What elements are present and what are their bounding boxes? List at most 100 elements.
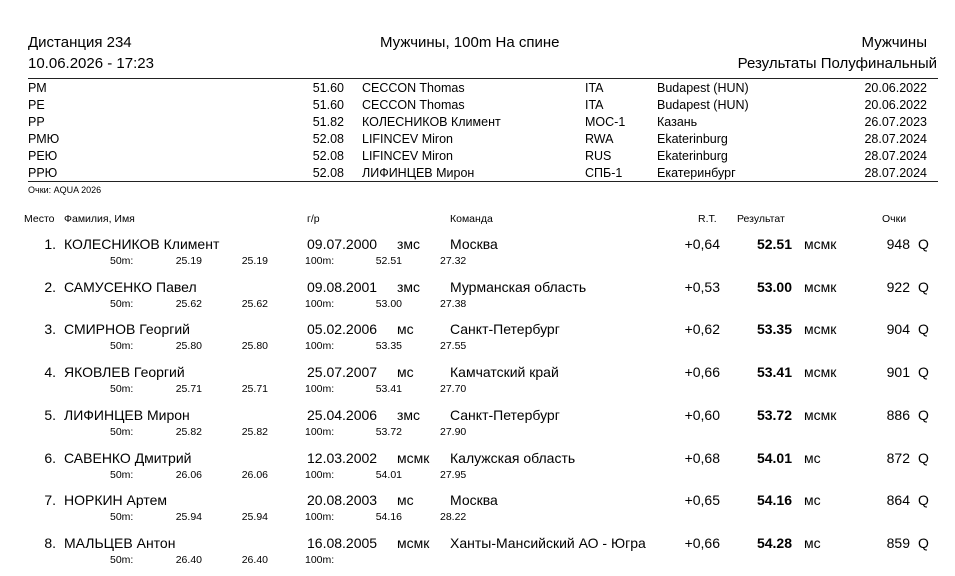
result-rank2: мс bbox=[804, 534, 821, 551]
record-time: 51.60 bbox=[312, 98, 344, 112]
result-rank: мс bbox=[397, 492, 414, 509]
split-s50_label: 50m: bbox=[110, 383, 134, 396]
result-rt: +0,53 bbox=[684, 278, 720, 295]
record-time: 51.60 bbox=[312, 81, 344, 95]
result-name: САВЕНКО Дмитрий bbox=[64, 449, 192, 466]
result-points: 922 bbox=[886, 278, 910, 295]
result-rank: мс bbox=[397, 321, 414, 338]
result-team: Санкт-Петербург bbox=[450, 321, 560, 338]
split-s100a: 53.41 bbox=[375, 383, 402, 396]
header-divider bbox=[28, 78, 938, 79]
round-label: Результаты Полуфинальный bbox=[737, 55, 937, 72]
split-s100a: 53.72 bbox=[375, 425, 402, 438]
result-pos: 3. bbox=[44, 321, 56, 338]
record-place: Ekaterinburg bbox=[657, 149, 728, 163]
col-team: Команда bbox=[450, 213, 493, 225]
result-birth: 09.08.2001 bbox=[307, 278, 378, 295]
result-rank2: мсмк bbox=[804, 321, 837, 338]
result-birth: 12.03.2002 bbox=[307, 449, 378, 466]
split-s50b: 26.40 bbox=[241, 553, 268, 566]
result-rank: мс bbox=[397, 364, 414, 381]
record-place: Budapest (HUN) bbox=[657, 81, 749, 95]
split-s100b: 28.22 bbox=[440, 511, 467, 524]
record-nat: ITA bbox=[585, 98, 604, 112]
split-s100_label: 100m: bbox=[305, 297, 335, 310]
record-name: CECCON Thomas bbox=[362, 98, 465, 112]
result-team: Камчатский край bbox=[450, 364, 559, 381]
result-result: 54.28 bbox=[756, 534, 792, 551]
record-time: 52.08 bbox=[312, 166, 344, 180]
split-s50b: 26.06 bbox=[241, 468, 268, 481]
record-date: 26.07.2023 bbox=[864, 115, 927, 129]
split-s50b: 25.80 bbox=[241, 340, 268, 353]
record-nat: RWA bbox=[585, 132, 614, 146]
result-rank: мсмк bbox=[397, 534, 430, 551]
split-s50_label: 50m: bbox=[110, 553, 134, 566]
record-code: РРЮ bbox=[28, 166, 58, 180]
split-s100b: 27.32 bbox=[440, 255, 467, 267]
result-rank2: мс bbox=[804, 449, 821, 466]
result-result: 53.00 bbox=[756, 278, 792, 295]
record-time: 52.08 bbox=[312, 149, 344, 163]
result-pos: 7. bbox=[44, 492, 56, 509]
record-name: LIFINCEV Miron bbox=[362, 132, 453, 146]
record-date: 28.07.2024 bbox=[864, 132, 927, 146]
result-points: 872 bbox=[886, 449, 910, 466]
split-s50a: 25.71 bbox=[175, 383, 202, 396]
split-s50_label: 50m: bbox=[110, 425, 134, 438]
split-s50a: 25.82 bbox=[175, 425, 202, 438]
result-birth: 16.08.2005 bbox=[307, 534, 378, 551]
result-rank2: мсмк bbox=[804, 278, 837, 295]
record-code: РМ bbox=[28, 81, 47, 95]
split-s50a: 26.06 bbox=[175, 468, 202, 481]
event-title: Мужчины, 100m На спине bbox=[380, 34, 560, 51]
result-birth: 25.07.2007 bbox=[307, 364, 378, 381]
split-s100_label: 100m: bbox=[305, 340, 335, 353]
split-s50b: 25.71 bbox=[241, 383, 268, 396]
result-team: Мурманская область bbox=[450, 278, 587, 295]
result-team: Калужская область bbox=[450, 449, 576, 466]
result-q: Q bbox=[918, 321, 929, 338]
split-s50b: 25.82 bbox=[241, 425, 268, 438]
split-s100_label: 100m: bbox=[305, 383, 335, 396]
record-name: КОЛЕСНИКОВ Климент bbox=[362, 115, 501, 129]
result-result: 52.51 bbox=[756, 236, 792, 252]
split-s100_label: 100m: bbox=[305, 511, 335, 524]
split-s50_label: 50m: bbox=[110, 468, 134, 481]
event-number: Дистанция 234 bbox=[28, 34, 132, 51]
split-s50_label: 50m: bbox=[110, 297, 134, 310]
result-rank: мсмк bbox=[397, 449, 430, 466]
result-name: ЯКОВЛЕВ Георгий bbox=[64, 364, 185, 381]
result-q: Q bbox=[918, 236, 929, 252]
result-q: Q bbox=[918, 406, 929, 423]
result-team: Москва bbox=[450, 236, 498, 252]
split-s50a: 25.62 bbox=[175, 297, 202, 310]
record-place: Екатеринбург bbox=[657, 166, 736, 180]
result-team: Москва bbox=[450, 492, 498, 509]
result-result: 54.01 bbox=[756, 449, 792, 466]
split-s50_label: 50m: bbox=[110, 340, 134, 353]
result-birth: 25.04.2006 bbox=[307, 406, 378, 423]
split-s100a: 54.16 bbox=[375, 511, 402, 524]
result-rt: +0,64 bbox=[684, 236, 720, 252]
result-rt: +0,66 bbox=[684, 364, 720, 381]
split-s100a: 53.00 bbox=[375, 297, 402, 310]
record-nat: СПБ-1 bbox=[585, 166, 623, 180]
record-code: РЕ bbox=[28, 98, 45, 112]
result-result: 53.72 bbox=[756, 406, 792, 423]
split-s50a: 25.94 bbox=[175, 511, 202, 524]
result-points: 886 bbox=[886, 406, 910, 423]
col-name: Фамилия, Имя bbox=[64, 213, 135, 225]
result-q: Q bbox=[918, 492, 929, 509]
split-s100b: 27.90 bbox=[440, 425, 467, 438]
record-code: РР bbox=[28, 115, 45, 129]
result-points: 901 bbox=[886, 364, 910, 381]
result-rank: змс bbox=[397, 278, 421, 295]
split-s100_label: 100m: bbox=[305, 553, 335, 566]
split-s50b: 25.94 bbox=[241, 511, 268, 524]
result-q: Q bbox=[918, 278, 929, 295]
result-pos: 8. bbox=[44, 534, 56, 551]
split-s100a: 52.51 bbox=[375, 255, 402, 267]
result-rank2: мсмк bbox=[804, 236, 837, 252]
result-points: 948 bbox=[886, 236, 910, 252]
